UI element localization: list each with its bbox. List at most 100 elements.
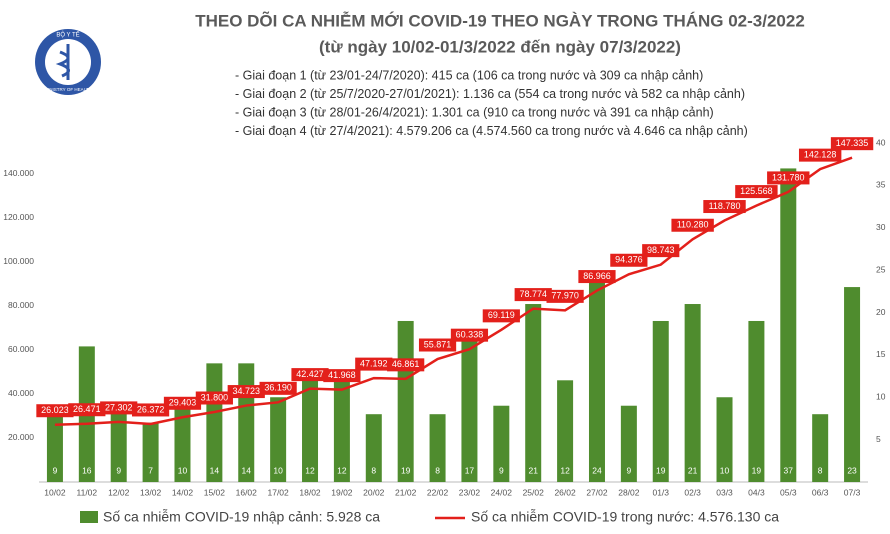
bar-value-label: 19 <box>401 465 411 475</box>
value-label: 26.023 <box>41 405 69 415</box>
value-label-bg <box>735 185 778 199</box>
bar-value-label: 12 <box>337 465 347 475</box>
x-tick-label: 17/02 <box>267 487 289 497</box>
legend-label: Số ca nhiễm COVID-19 trong nước: 4.576.1… <box>471 509 779 525</box>
chart-subtitle: (từ ngày 10/02-01/3/2022 đến ngày 07/3/2… <box>319 37 681 56</box>
bar <box>684 304 701 482</box>
x-tick-label: 05/3 <box>780 487 797 497</box>
bar <box>302 380 319 482</box>
bar <box>270 397 287 482</box>
bar <box>557 380 574 482</box>
bar-value-label: 8 <box>435 465 440 475</box>
value-label: 147.335 <box>836 138 869 148</box>
value-label-bg <box>195 391 233 405</box>
bar <box>365 414 382 482</box>
bar-value-label: 19 <box>752 465 762 475</box>
y-tick-label: 100.000 <box>3 256 34 266</box>
y2-tick-label: 30 <box>876 222 886 232</box>
line <box>54 156 853 426</box>
value-label-bg <box>830 137 874 151</box>
value-label-bg <box>131 403 170 417</box>
x-tick-label: 10/02 <box>44 487 66 497</box>
x-tick-label: 16/02 <box>236 487 258 497</box>
value-label-bg <box>514 288 552 302</box>
legend-label: Số ca nhiễm COVID-19 nhập cảnh: 5.928 ca <box>103 509 380 525</box>
bar <box>110 405 127 482</box>
x-tick-label: 07/3 <box>844 487 861 497</box>
x-tick-label: 12/02 <box>108 487 130 497</box>
x-tick-label: 18/02 <box>299 487 321 497</box>
value-label-bg <box>578 270 616 284</box>
value-label-bg <box>163 396 202 410</box>
value-label: 46.861 <box>392 359 420 369</box>
x-tick-label: 20/02 <box>363 487 385 497</box>
bar <box>493 405 510 482</box>
value-label: 31.800 <box>201 392 229 402</box>
x-tick-label: 23/02 <box>459 487 481 497</box>
y-tick-label: 60.000 <box>8 344 34 354</box>
value-label-bg <box>68 403 106 417</box>
value-label: 110.280 <box>677 220 709 230</box>
annotation: - Giai đoạn 1 (từ 23/01-24/7/2020): 415 … <box>235 68 703 82</box>
bar <box>461 337 478 482</box>
y-tick-label: 120.000 <box>3 212 34 222</box>
bar <box>588 278 605 482</box>
value-label-bg <box>323 369 361 383</box>
bar-value-label: 19 <box>656 465 666 475</box>
value-label: 41.968 <box>328 370 356 380</box>
value-label-bg <box>100 401 138 415</box>
value-label-bg <box>482 309 520 323</box>
bar-value-label: 14 <box>210 465 220 475</box>
bar-value-label: 21 <box>688 465 698 475</box>
value-label-bg <box>642 244 680 258</box>
y2-tick-label: 10 <box>876 392 886 402</box>
value-label: 125.568 <box>740 186 773 196</box>
bar-value-label: 9 <box>499 465 504 475</box>
bar <box>620 405 637 482</box>
value-label: 26.372 <box>137 404 165 414</box>
bar <box>525 304 542 482</box>
annotation: - Giai đoạn 2 (từ 25/7/2020-27/01/2021):… <box>235 87 745 101</box>
bar-value-label: 9 <box>116 465 121 475</box>
bar-value-label: 9 <box>626 465 631 475</box>
value-label: 86.966 <box>583 271 611 281</box>
x-tick-label: 01/3 <box>652 487 669 497</box>
x-tick-label: 06/3 <box>812 487 829 497</box>
value-label-bg <box>418 338 457 352</box>
logo-bottom: MINISTRY OF HEALTH <box>44 87 92 92</box>
y2-tick-label: 20 <box>876 307 886 317</box>
y-tick-label: 80.000 <box>8 300 34 310</box>
value-label: 36.190 <box>264 383 292 393</box>
value-label: 27.302 <box>105 402 133 412</box>
bar-value-label: 24 <box>592 465 602 475</box>
legend-swatch <box>80 511 98 523</box>
bar <box>333 380 350 482</box>
x-tick-label: 24/02 <box>491 487 513 497</box>
logo-top: BỘ Y TẾ <box>56 32 79 39</box>
x-tick-label: 11/02 <box>77 487 98 497</box>
value-label: 98.743 <box>647 245 675 255</box>
y2-tick-label: 25 <box>876 264 886 274</box>
x-tick-label: 13/02 <box>140 487 162 497</box>
value-label: 77.970 <box>551 291 579 301</box>
value-label: 118.780 <box>709 201 741 211</box>
bar-value-label: 10 <box>720 465 730 475</box>
value-label-bg <box>450 328 489 342</box>
value-label-bg <box>259 381 297 395</box>
bar-value-label: 17 <box>465 465 475 475</box>
x-tick-label: 21/02 <box>395 487 417 497</box>
bar-value-label: 10 <box>178 465 188 475</box>
value-label: 94.376 <box>615 255 643 265</box>
bar-value-label: 8 <box>818 465 823 475</box>
value-label-bg <box>798 148 842 162</box>
x-tick-label: 03/3 <box>716 487 733 497</box>
value-label-bg <box>36 404 74 418</box>
bar <box>238 363 255 482</box>
value-label: 42.427 <box>296 369 324 379</box>
bar <box>206 363 223 482</box>
value-label: 78.774 <box>519 289 547 299</box>
value-label: 131.780 <box>772 172 805 182</box>
x-tick-label: 22/02 <box>427 487 449 497</box>
x-tick-label: 27/02 <box>586 487 608 497</box>
